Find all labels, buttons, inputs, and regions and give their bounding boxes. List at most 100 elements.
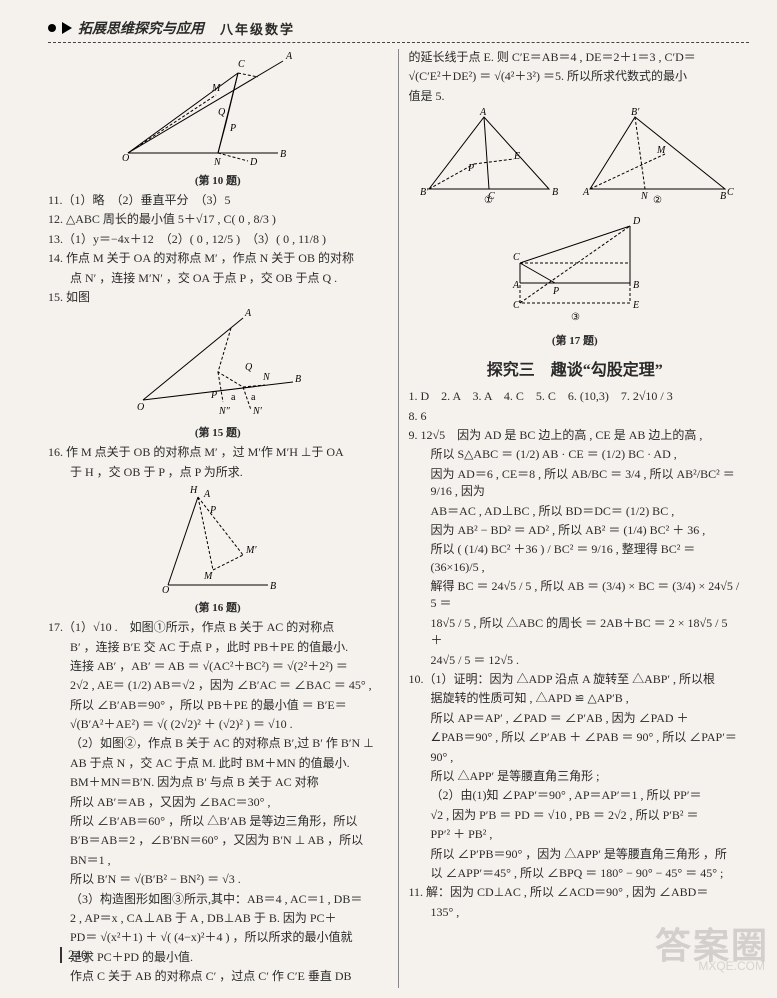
a10-2b: √2 , 因为 P′B ＝ PD ＝ √10 , PB ＝ 2√2 , 所以 P… — [409, 807, 742, 824]
fig16-caption: (第 16 题) — [48, 599, 388, 615]
svg-text:③: ③ — [571, 312, 580, 323]
header-title: 拓展思维探究与应用 — [78, 18, 204, 38]
svg-text:P: P — [467, 163, 474, 174]
q17-3a: （3）构造图形如图③所示,其中：AB＝4 , AC＝1 , DB＝ — [48, 891, 388, 908]
svg-text:A: A — [203, 489, 211, 500]
a9b: 所以 S△ABC ＝ (1/2) AB · CE ＝ (1/2) BC · AD… — [409, 446, 742, 463]
r-top1: 的延长线于点 E. 则 C′E＝AB＝4 , DE＝2＋1＝3 , C′D＝ — [409, 49, 742, 66]
svg-text:B′: B′ — [420, 187, 429, 198]
r-top2: √(C′E²＋DE²) ＝ √(4²＋3²) ＝5. 所以所求代数式的最小 — [409, 68, 742, 85]
a9i: 24√5 / 5 ＝ 12√5 . — [409, 652, 742, 669]
a10-1d: ∠PAB＝90° , 所以 ∠P′AB ＋ ∠PAB ＝ 90° , 所以 ∠P… — [409, 729, 742, 746]
svg-text:N′: N′ — [252, 406, 263, 417]
q16a: 16. 作 M 点关于 OB 的对称点 M′ ，过 M′作 M′H ⊥于 OA — [48, 444, 388, 461]
answers-row: 1. D 2. A 3. A 4. C 5. C 6. (10,3) 7. 2√… — [409, 388, 742, 405]
svg-text:M: M — [211, 83, 221, 94]
left-column: O A C B D M Q P N (第 10 题) 11.（1）略 （2）垂直… — [48, 49, 399, 988]
svg-text:M: M — [203, 571, 213, 582]
svg-text:N: N — [213, 157, 222, 168]
svg-text:N″: N″ — [218, 406, 231, 417]
svg-text:B: B — [295, 374, 301, 385]
figure-15: O A B Q N P a a N″ N′ — [48, 310, 388, 420]
svg-text:A: A — [244, 308, 252, 319]
svg-text:P: P — [552, 286, 559, 297]
svg-text:N: N — [640, 191, 649, 202]
q17-1c: 连接 AB′ ，AB′ ＝ AB ＝ √(AC²＋BC²) ＝ √(2²＋2²)… — [48, 658, 388, 675]
svg-text:M: M — [656, 145, 666, 156]
q17-2b: AB 于点 N ，交 AC 于点 M. 此时 BM＋MN 的值最小. — [48, 755, 388, 772]
q16b: 于 H ，交 OB 于 P ，点 P 为所求. — [48, 464, 388, 481]
svg-text:E: E — [513, 151, 520, 162]
q12: 12. △ABC 周长的最小值 5＋√17 , C( 0 , 8/3 ) — [48, 211, 388, 228]
svg-text:H: H — [189, 485, 198, 496]
a8: 8. 6 — [409, 408, 742, 425]
figure-10: O A C B D M Q P N — [48, 53, 388, 168]
fig17-caption: (第 17 题) — [409, 332, 742, 348]
svg-text:Q: Q — [245, 362, 253, 373]
q17-1f: √(B′A²＋AE²) ＝ √( (2√2)² ＋ (√2)² ) ＝ √10 … — [48, 716, 388, 733]
q17-2d: 所以 AB′＝AB ，又因为 ∠BAC＝30° , — [48, 794, 388, 811]
a9a: 9. 12√5 因为 AD 是 BC 边上的高 , CE 是 AB 边上的高 , — [409, 427, 742, 444]
svg-text:P: P — [209, 505, 216, 516]
q17-2a: （2）如图②，作点 B 关于 AC 的对称点 B′,过 B′ 作 B′N ⊥ — [48, 735, 388, 752]
svg-text:O: O — [137, 402, 144, 413]
a9c: 因为 AD＝6 , CE＝8 , 所以 AB/BC ＝ 3/4 , 所以 AB²… — [409, 466, 742, 501]
q14b: 点 N′ ，连接 M′N′ ，交 OA 于点 P ，交 OB 于点 Q . — [48, 270, 388, 287]
svg-text:O: O — [122, 153, 129, 164]
svg-text:A: A — [512, 280, 520, 291]
right-column: 的延长线于点 E. 则 C′E＝AB＝4 , DE＝2＋1＝3 , C′D＝ √… — [399, 49, 750, 988]
bullet-icon — [48, 24, 56, 32]
page-header: 拓展思维探究与应用 八年级数学 — [48, 18, 749, 43]
svg-text:C′: C′ — [513, 300, 523, 311]
q17-3b: 2 , AP＝x , CA⊥AB 于 A , DB⊥AB 于 B. 因为 PC＋ — [48, 910, 388, 927]
q15: 15. 如图 — [48, 289, 388, 306]
a9g: 解得 BC ＝ 24√5 / 5 , 所以 AB ＝ (3/4) × BC ＝ … — [409, 578, 742, 613]
svg-text:N: N — [262, 372, 271, 383]
q17-1d: 2√2 , AE＝ (1/2) AB＝√2 ，因为 ∠B′AC ＝ ∠BAC ＝… — [48, 677, 388, 694]
svg-text:B: B — [552, 187, 558, 198]
q17-3e: 作点 C 关于 AB 的对称点 C′ ，过点 C′ 作 C′E 垂直 DB — [48, 968, 388, 985]
a9h: 18√5 / 5 , 所以 △ABC 的周长 ＝ 2AB＋BC ＝ 2 × 18… — [409, 615, 742, 650]
svg-text:B: B — [720, 191, 726, 202]
a10-1f: 所以 △APP′ 是等腰直角三角形 ; — [409, 768, 742, 785]
svg-text:②: ② — [653, 195, 662, 206]
watermark-sub: MXQE.COM — [698, 959, 765, 973]
fig15-caption: (第 15 题) — [48, 424, 388, 440]
q17-2f: B′B＝AB＝2 ，∠B′BN＝60° ，又因为 B′N ⊥ AB ，所以 — [48, 832, 388, 849]
a9f: 所以 ( (1/4) BC² ＋36 ) / BC² ＝ 9/16 , 整理得 … — [409, 541, 742, 576]
svg-text:A: A — [479, 107, 487, 118]
figure-16: O H A P M′ M B — [48, 485, 388, 595]
q17-2h: 所以 B′N ＝ √(B′B² − BN²) ＝ √3 . — [48, 871, 388, 888]
figure-17-3: C A C′ P B D E ③ — [409, 208, 742, 328]
a10-1e: 90° , — [409, 749, 742, 766]
q14a: 14. 作点 M 关于 OA 的对称点 M′ ，作点 N 关于 OB 的对称 — [48, 250, 388, 267]
q17-1a: 17.（1）√10 . 如图①所示，作点 B 关于 AC 的对称点 — [48, 619, 388, 636]
svg-text:P: P — [210, 390, 217, 401]
a10-1b: 据旋转的性质可知 , △APD ≌ △AP′B , — [409, 690, 742, 707]
a10-2d: 所以 ∠P′PB＝90° ，因为 △APP′ 是等腰直角三角形 ，所 — [409, 846, 742, 863]
a10-1c: 所以 AP＝AP′ , ∠PAD ＝ ∠P′AB , 因为 ∠PAD ＋ — [409, 710, 742, 727]
a10-2a: （2）由(1)知 ∠PAP′＝90° , AP＝AP′＝1 , 所以 PP′＝ — [409, 787, 742, 804]
svg-text:E: E — [632, 300, 639, 311]
page-number: 240 — [60, 947, 88, 963]
a10-2e: 以 ∠APP′＝45° , 所以 ∠BPQ ＝ 180° − 90° − 45°… — [409, 865, 742, 882]
svg-text:M′: M′ — [245, 545, 257, 556]
figure-17-row1: A B′ B C P E ① A B′ C B M N — [409, 109, 742, 204]
section-title: 探究三 趣谈“勾股定理” — [409, 356, 742, 380]
q13: 13.（1）y＝−4x＋12 （2）( 0 , 12/5 ) （3）( 0 , … — [48, 231, 388, 248]
svg-text:a: a — [231, 392, 236, 403]
a10-2c: PP′² ＋ PB² , — [409, 826, 742, 843]
svg-text:A: A — [582, 187, 590, 198]
svg-text:B: B — [633, 280, 639, 291]
r-top3: 值是 5. — [409, 88, 742, 105]
svg-text:O: O — [162, 585, 169, 596]
svg-text:Q: Q — [218, 107, 226, 118]
svg-text:C: C — [513, 252, 520, 263]
svg-text:D: D — [632, 216, 641, 227]
svg-text:P: P — [229, 123, 236, 134]
svg-text:C: C — [238, 59, 245, 70]
arrow-icon — [62, 22, 72, 34]
a9e: 因为 AB² − BD² ＝ AD² , 所以 AB² ＝ (1/4) BC² … — [409, 522, 742, 539]
svg-text:D: D — [249, 157, 258, 168]
a11a: 11. 解：因为 CD⊥AC , 所以 ∠ACD＝90° , 因为 ∠ABD＝ — [409, 884, 742, 901]
